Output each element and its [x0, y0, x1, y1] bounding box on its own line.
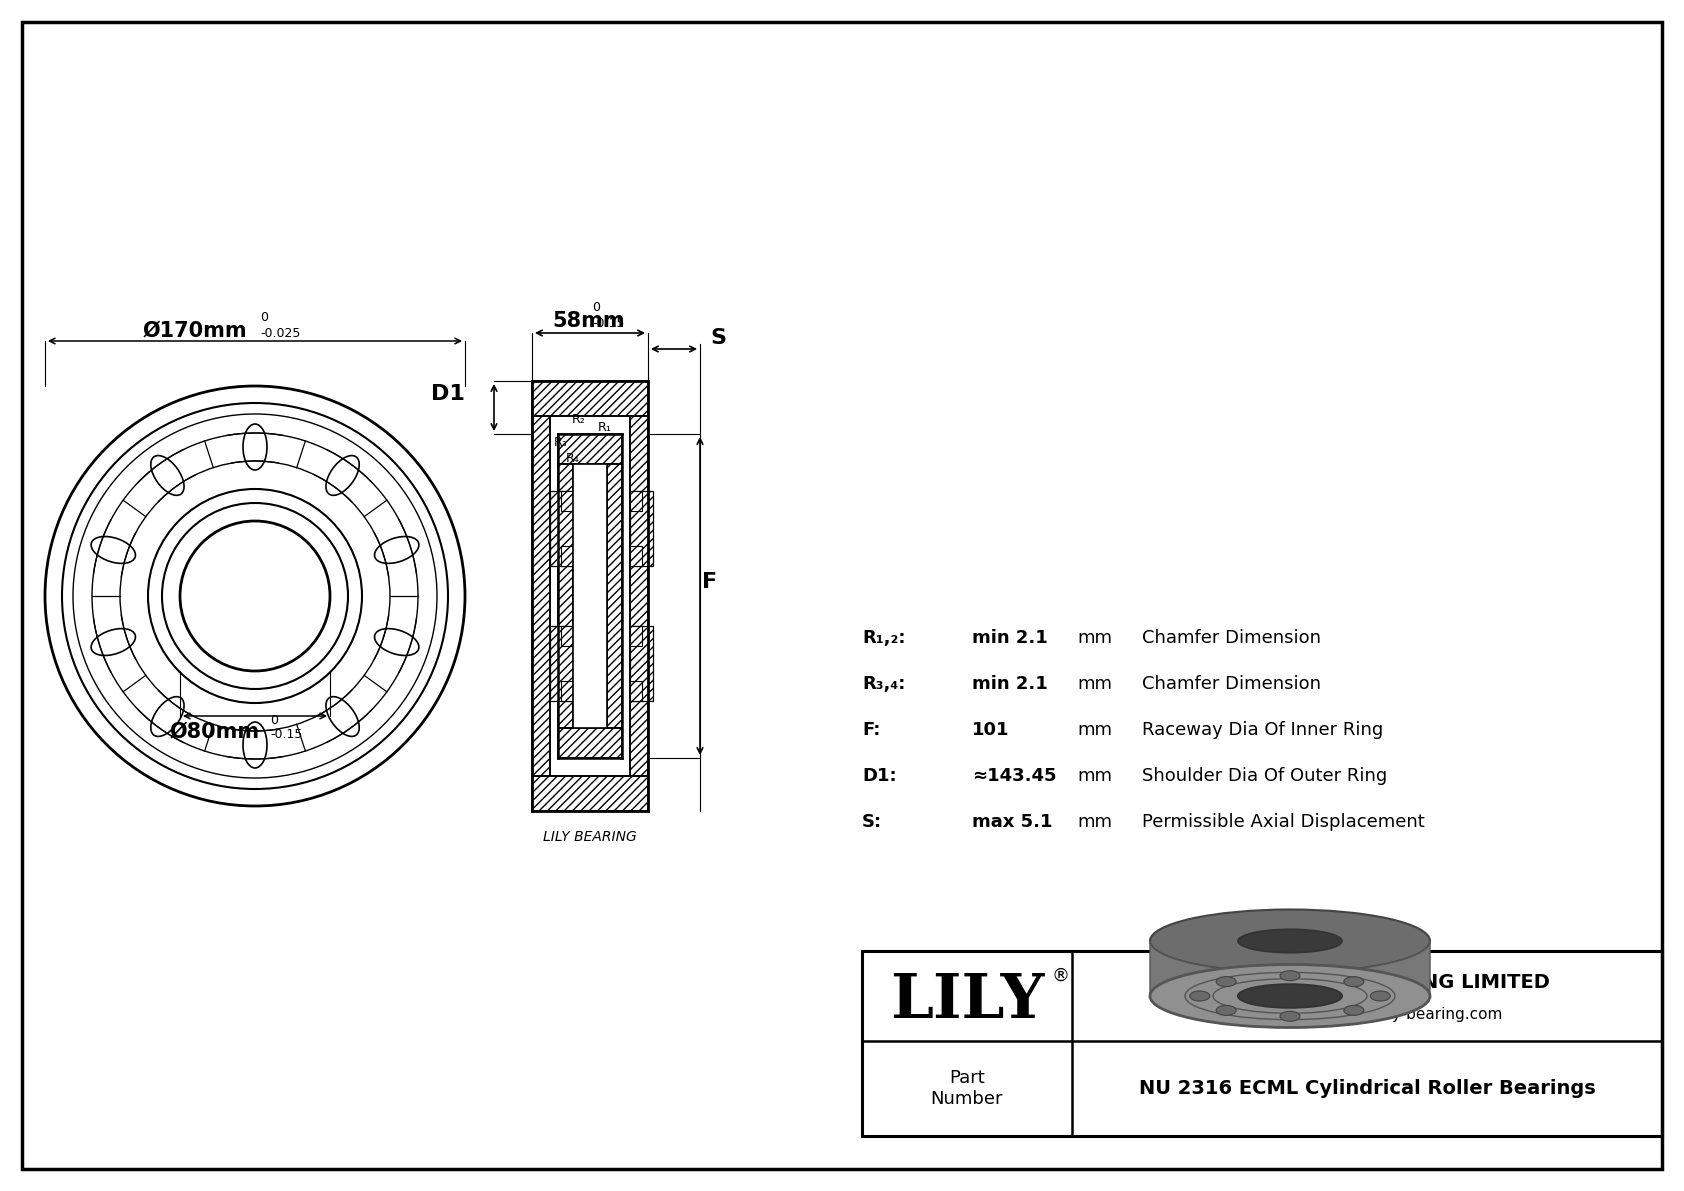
- Text: min 2.1: min 2.1: [972, 675, 1047, 693]
- Text: Ø80mm: Ø80mm: [170, 722, 259, 742]
- Text: ®: ®: [1051, 967, 1069, 985]
- Text: S: S: [711, 328, 726, 348]
- Ellipse shape: [1344, 1005, 1364, 1016]
- Bar: [557, 434, 621, 464]
- Text: R₄: R₄: [566, 453, 579, 464]
- Text: R₃: R₃: [554, 436, 568, 449]
- Bar: [551, 626, 573, 701]
- Text: Permissible Axial Displacement: Permissible Axial Displacement: [1142, 813, 1425, 831]
- Text: SHANGHAI LILY BEARING LIMITED: SHANGHAI LILY BEARING LIMITED: [1184, 973, 1549, 992]
- Text: mm: mm: [1078, 675, 1111, 693]
- Bar: [862, 950, 1662, 1136]
- Text: D1:: D1:: [862, 767, 896, 785]
- Ellipse shape: [1189, 991, 1209, 1000]
- Text: -0.15: -0.15: [593, 317, 625, 330]
- Text: Email: lilybearing@lily-bearing.com: Email: lilybearing@lily-bearing.com: [1231, 1006, 1502, 1022]
- Text: Shoulder Dia Of Outer Ring: Shoulder Dia Of Outer Ring: [1142, 767, 1388, 785]
- Bar: [606, 464, 621, 728]
- Text: F: F: [702, 572, 717, 592]
- Text: 58mm: 58mm: [552, 311, 625, 331]
- Polygon shape: [1150, 941, 1430, 1028]
- Ellipse shape: [1371, 991, 1391, 1000]
- Text: ≈143.45: ≈143.45: [972, 767, 1056, 785]
- Bar: [630, 491, 642, 511]
- Bar: [630, 626, 653, 701]
- Ellipse shape: [1238, 984, 1342, 1008]
- Text: -0.025: -0.025: [259, 328, 300, 339]
- Text: Chamfer Dimension: Chamfer Dimension: [1142, 675, 1320, 693]
- Ellipse shape: [1280, 971, 1300, 980]
- Bar: [630, 416, 648, 777]
- Text: 0: 0: [593, 301, 600, 314]
- Text: LILY: LILY: [889, 971, 1044, 1030]
- Text: 0: 0: [269, 713, 278, 727]
- Text: 101: 101: [972, 721, 1009, 738]
- Text: mm: mm: [1078, 629, 1111, 647]
- Text: D1: D1: [431, 384, 465, 404]
- Bar: [561, 626, 573, 646]
- Text: mm: mm: [1078, 721, 1111, 738]
- Bar: [630, 545, 642, 566]
- Text: S:: S:: [862, 813, 882, 831]
- Text: R₁,₂:: R₁,₂:: [862, 629, 906, 647]
- Bar: [630, 626, 642, 646]
- Text: min 2.1: min 2.1: [972, 629, 1047, 647]
- Text: Raceway Dia Of Inner Ring: Raceway Dia Of Inner Ring: [1142, 721, 1383, 738]
- Bar: [561, 545, 573, 566]
- Text: Chamfer Dimension: Chamfer Dimension: [1142, 629, 1320, 647]
- Text: R₂: R₂: [573, 413, 586, 426]
- Bar: [557, 728, 621, 757]
- Bar: [630, 681, 642, 701]
- Text: Ø170mm: Ø170mm: [143, 322, 248, 341]
- Text: LILY BEARING: LILY BEARING: [544, 830, 637, 844]
- Text: 0: 0: [259, 311, 268, 324]
- Text: R₃,₄:: R₃,₄:: [862, 675, 906, 693]
- Ellipse shape: [1216, 1005, 1236, 1016]
- Ellipse shape: [1280, 1011, 1300, 1022]
- Bar: [532, 416, 551, 777]
- Ellipse shape: [1216, 977, 1236, 986]
- Text: mm: mm: [1078, 767, 1111, 785]
- Bar: [561, 491, 573, 511]
- Ellipse shape: [1150, 910, 1430, 973]
- Ellipse shape: [1150, 965, 1430, 1028]
- Bar: [561, 681, 573, 701]
- Text: R₁: R₁: [598, 420, 611, 434]
- Text: F:: F:: [862, 721, 881, 738]
- Bar: [532, 777, 648, 811]
- Bar: [532, 381, 648, 416]
- Ellipse shape: [1344, 977, 1364, 986]
- Bar: [557, 464, 573, 728]
- Text: Part
Number: Part Number: [931, 1070, 1004, 1108]
- Text: max 5.1: max 5.1: [972, 813, 1052, 831]
- Bar: [573, 464, 606, 728]
- Bar: [630, 491, 653, 566]
- Text: -0.15: -0.15: [269, 728, 303, 741]
- Bar: [551, 491, 573, 566]
- Text: mm: mm: [1078, 813, 1111, 831]
- Text: NU 2316 ECML Cylindrical Roller Bearings: NU 2316 ECML Cylindrical Roller Bearings: [1138, 1079, 1595, 1098]
- Ellipse shape: [1238, 929, 1342, 953]
